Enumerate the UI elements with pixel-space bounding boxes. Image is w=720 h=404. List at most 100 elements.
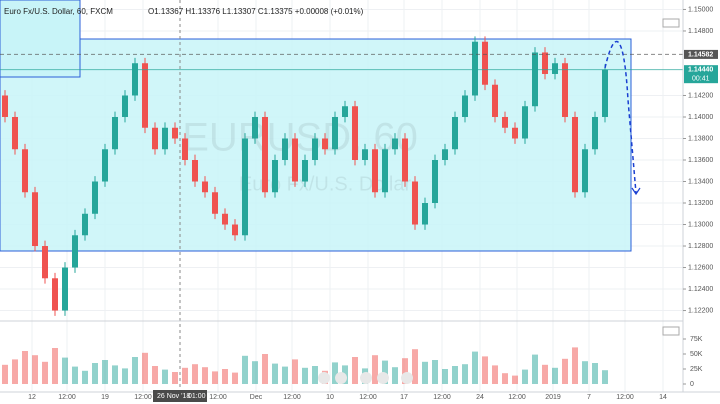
- reset[interactable]: [401, 372, 413, 384]
- zoom-out[interactable]: [318, 372, 330, 384]
- candle-body: [322, 138, 328, 150]
- candle-body: [542, 52, 548, 74]
- candle-body: [2, 95, 8, 117]
- candle-body: [402, 138, 408, 182]
- zoom-in[interactable]: [335, 372, 347, 384]
- volume-bar: [222, 369, 228, 384]
- volume-bar: [42, 361, 48, 384]
- candle-body: [532, 52, 538, 107]
- y-tick-label: 1.12200: [688, 307, 713, 314]
- candle-body: [442, 149, 448, 160]
- volume-bar: [512, 375, 518, 384]
- volume-bar: [462, 364, 468, 384]
- candle-body: [142, 63, 148, 128]
- x-tick-label: 7: [587, 394, 591, 401]
- volume-bar: [132, 357, 138, 384]
- candle-body: [552, 63, 558, 74]
- candle-body: [262, 116, 268, 193]
- candle-body: [292, 138, 298, 182]
- candle-body: [482, 41, 488, 85]
- crosshair-time: 01:00: [188, 393, 206, 400]
- volume-bar: [72, 366, 78, 384]
- x-tick-label: 12:00: [433, 394, 451, 401]
- candle-body: [132, 63, 138, 96]
- volume-bar: [112, 365, 118, 384]
- volume-bar: [242, 355, 248, 384]
- candle-body: [22, 149, 28, 193]
- scroll-left[interactable]: [360, 372, 372, 384]
- candle-body: [102, 149, 108, 182]
- x-tick-label: 19: [101, 394, 109, 401]
- volume-bar: [352, 357, 358, 384]
- candle-body: [462, 95, 468, 117]
- candle-body: [522, 106, 528, 139]
- volume-bar: [402, 358, 408, 384]
- x-tick-label: Dec: [250, 394, 263, 401]
- y-tick-label: 1.12400: [688, 286, 713, 293]
- candle-body: [162, 127, 168, 150]
- x-tick-label: 12:00: [283, 394, 301, 401]
- volume-bar: [582, 361, 588, 384]
- volume-bar: [572, 347, 578, 384]
- volume-bars: [2, 347, 608, 384]
- candle-body: [392, 138, 398, 150]
- axes: 1.15000 1.14800 1.14200 1.14000 1.13800 1.136…: [28, 6, 718, 401]
- volume-bar: [52, 348, 58, 384]
- y-tick-label: 1.12600: [688, 264, 713, 271]
- volume-bar: [192, 364, 198, 384]
- y-tick-label: 1.13000: [688, 221, 713, 228]
- candle-body: [122, 95, 128, 117]
- x-tick-label: 17: [400, 394, 408, 401]
- y-tick-label: 1.14200: [688, 92, 713, 99]
- volume-bar: [272, 363, 278, 384]
- y-tick-label: 1.13400: [688, 178, 713, 185]
- candle-body: [582, 149, 588, 193]
- volume-bar: [92, 363, 98, 384]
- candle-body: [302, 160, 308, 182]
- volume-bar: [182, 367, 188, 384]
- volume-bar: [332, 362, 338, 384]
- volume-bar: [252, 361, 258, 384]
- crosshair-date: 26 Nov '18: [157, 393, 190, 400]
- watermark-name: Euro Fx/U.S. Dollar: [239, 173, 412, 195]
- candle-body: [152, 127, 158, 150]
- candle-body: [32, 192, 38, 247]
- candle-body: [112, 116, 118, 150]
- volume-bar: [162, 369, 168, 384]
- x-tick-label: 12:00: [58, 394, 76, 401]
- candle-body: [72, 235, 78, 268]
- candle-body: [192, 160, 198, 182]
- arrow-head: [631, 187, 641, 196]
- volume-bar: [432, 360, 438, 384]
- x-tick-label: 2019: [545, 394, 561, 401]
- x-tick-label: 12:00: [134, 394, 152, 401]
- x-tick-label: 14: [659, 394, 667, 401]
- candle-body: [492, 84, 498, 117]
- scroll-right[interactable]: [377, 372, 389, 384]
- candle-body: [362, 149, 368, 160]
- candle-body: [42, 246, 48, 279]
- volume-bar: [382, 360, 388, 384]
- volume-bar: [32, 355, 38, 384]
- volume-bar: [232, 372, 238, 384]
- pane-button[interactable]: [662, 326, 680, 336]
- volume-bar: [602, 370, 608, 384]
- candle-body: [232, 224, 238, 236]
- volume-bar: [102, 360, 108, 384]
- y-tick-label: 1.12800: [688, 243, 713, 250]
- volume-bar: [142, 352, 148, 384]
- candle-body: [332, 116, 338, 150]
- volume-bar: [302, 367, 308, 384]
- candle-body: [372, 149, 378, 193]
- symbol-title: Euro Fx/U.S. Dollar, 60, FXCM: [4, 7, 113, 16]
- volume-bar: [392, 367, 398, 384]
- price-label-bg: [684, 49, 718, 59]
- volume-bar: [282, 366, 288, 384]
- candle-body: [562, 63, 568, 117]
- candle-body: [452, 116, 458, 150]
- y-tick-label: 1.15000: [688, 6, 713, 13]
- pane-button[interactable]: [662, 18, 680, 28]
- volume-bar: [412, 349, 418, 384]
- candle-body: [272, 160, 278, 193]
- volume-bar: [62, 357, 68, 384]
